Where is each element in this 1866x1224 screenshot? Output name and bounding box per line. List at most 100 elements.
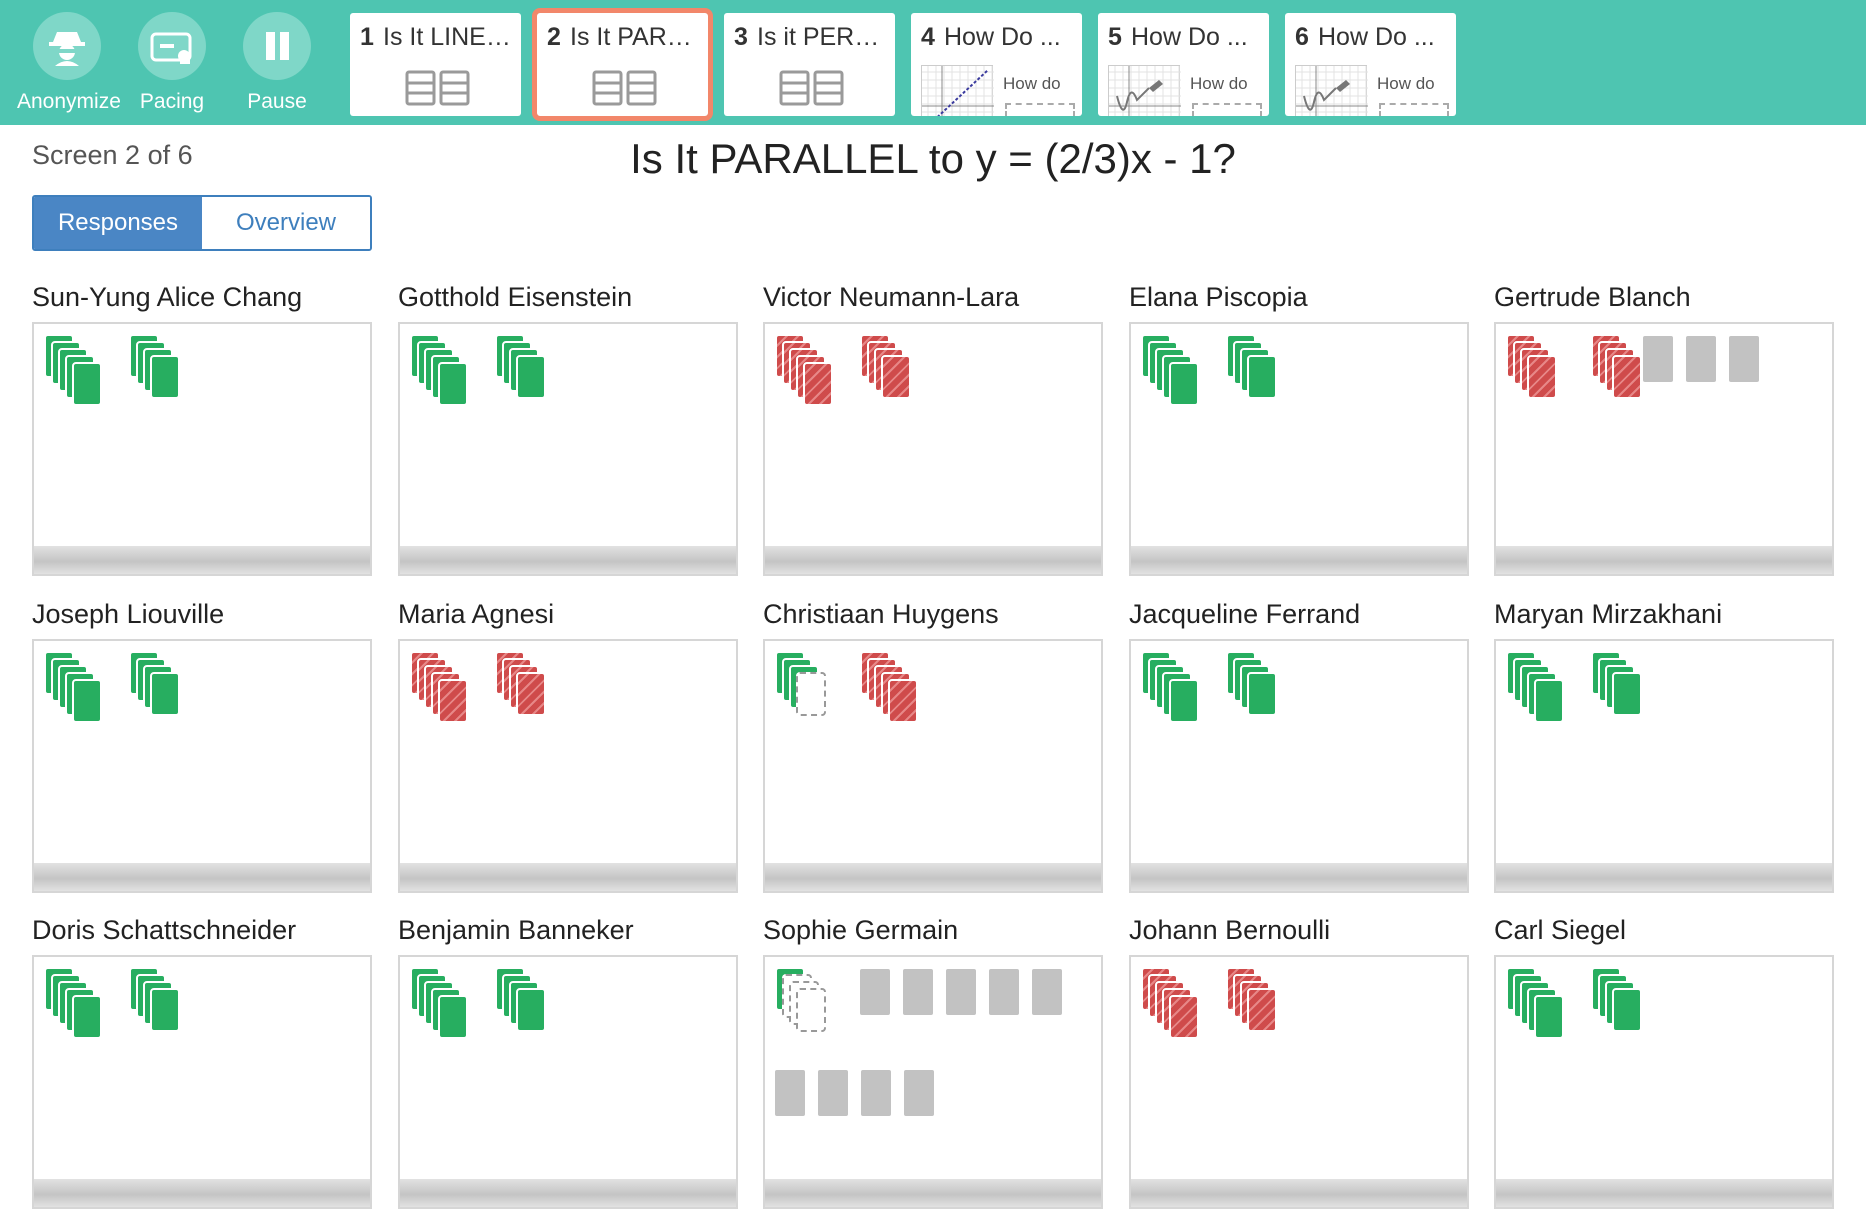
response-card — [1612, 988, 1642, 1032]
student-card[interactable]: Doris Schattschneider — [32, 913, 372, 1209]
empty-response-slot — [1729, 336, 1759, 382]
response-card — [72, 995, 102, 1039]
empty-response-slot — [861, 1070, 891, 1116]
empty-response-slot — [1032, 969, 1062, 1015]
student-name: Carl Siegel — [1494, 915, 1627, 945]
panel-footer-bar — [1496, 1179, 1832, 1207]
panel-footer-bar — [400, 863, 736, 891]
student-response-panel[interactable] — [763, 639, 1103, 893]
student-response-panel[interactable] — [32, 639, 372, 893]
screen-tab-6[interactable]: 6 How Do ... How do — [1285, 13, 1456, 116]
student-card[interactable]: Gotthold Eisenstein — [398, 280, 738, 576]
empty-card-slot — [796, 988, 826, 1032]
panel-footer-bar — [765, 546, 1101, 574]
card-sort-icon — [592, 70, 658, 111]
response-card — [1247, 355, 1277, 399]
response-card — [150, 672, 180, 716]
student-response-panel[interactable] — [32, 322, 372, 576]
student-name: Gertrude Blanch — [1494, 282, 1691, 312]
student-card[interactable]: Gertrude Blanch — [1494, 280, 1834, 576]
student-response-panel[interactable] — [1494, 639, 1834, 893]
panel-footer-bar — [1496, 863, 1832, 891]
empty-response-slot — [903, 969, 933, 1015]
empty-card-slot — [796, 672, 826, 716]
anonymize-label: Anonymize — [17, 90, 121, 113]
empty-response-slot — [1643, 336, 1673, 382]
response-card — [516, 988, 546, 1032]
student-name: Benjamin Banneker — [398, 915, 634, 945]
response-card — [888, 679, 918, 723]
student-response-panel[interactable] — [763, 322, 1103, 576]
panel-footer-bar — [765, 1179, 1101, 1207]
student-name: Christiaan Huygens — [763, 599, 999, 629]
screen-tab-5[interactable]: 5 How Do ... How do — [1098, 13, 1269, 116]
placeholder-frame — [1005, 103, 1075, 116]
student-response-panel[interactable] — [763, 955, 1103, 1209]
pause-button[interactable]: Pause — [227, 12, 327, 114]
anonymize-icon — [33, 12, 101, 80]
student-name: Johann Bernoulli — [1129, 915, 1331, 945]
student-card[interactable]: Maria Agnesi — [398, 597, 738, 893]
student-response-panel[interactable] — [1129, 955, 1469, 1209]
response-card — [72, 362, 102, 406]
screen-tab-4[interactable]: 4 How Do ... How do — [911, 13, 1082, 116]
student-card[interactable]: Elana Piscopia — [1129, 280, 1469, 576]
overview-tab[interactable]: Overview — [202, 197, 370, 249]
student-response-panel[interactable] — [398, 639, 738, 893]
student-response-panel[interactable] — [398, 322, 738, 576]
student-card[interactable]: Maryan Mirzakhani — [1494, 597, 1834, 893]
panel-footer-bar — [34, 863, 370, 891]
response-card — [1612, 672, 1642, 716]
response-card — [1247, 988, 1277, 1032]
placeholder-frame — [1379, 103, 1449, 116]
student-card[interactable]: Carl Siegel — [1494, 913, 1834, 1209]
graph-thumbnail-icon — [921, 65, 994, 116]
student-name: Jacqueline Ferrand — [1129, 599, 1361, 629]
panel-footer-bar — [1496, 546, 1832, 574]
student-response-panel[interactable] — [1129, 322, 1469, 576]
student-name: Victor Neumann-Lara — [763, 282, 1020, 312]
student-response-panel[interactable] — [1494, 322, 1834, 576]
response-card — [516, 672, 546, 716]
student-card[interactable]: Joseph Liouville — [32, 597, 372, 893]
card-sort-icon — [779, 70, 845, 111]
screen-tab-3[interactable]: 3 Is it PERPENDICULAR? — [724, 13, 895, 116]
pause-label: Pause — [247, 90, 307, 113]
response-card — [1169, 362, 1199, 406]
student-response-panel[interactable] — [32, 955, 372, 1209]
student-name: Maryan Mirzakhani — [1494, 599, 1723, 629]
student-name: Elana Piscopia — [1129, 282, 1308, 312]
student-card[interactable]: Benjamin Banneker — [398, 913, 738, 1209]
student-name: Maria Agnesi — [398, 599, 555, 629]
screen-tab-1[interactable]: 1 Is It LINEAR? — [350, 13, 521, 116]
student-card[interactable]: Johann Bernoulli — [1129, 913, 1469, 1209]
response-card — [881, 355, 911, 399]
student-response-panel[interactable] — [1494, 955, 1834, 1209]
student-card[interactable]: Sophie Germain — [763, 913, 1103, 1209]
screen-tab-title: Is It PARALLEL? — [570, 23, 700, 51]
student-name: Sophie Germain — [763, 915, 959, 945]
screen-tab-number: 4 — [921, 23, 935, 51]
student-name: Gotthold Eisenstein — [398, 282, 633, 312]
graph-thumbnail-icon — [1108, 65, 1181, 116]
student-response-panel[interactable] — [1129, 639, 1469, 893]
anonymize-button[interactable]: Anonymize — [17, 12, 121, 114]
response-card — [438, 679, 468, 723]
student-card[interactable]: Victor Neumann-Lara — [763, 280, 1103, 576]
graph-thumbnail-icon — [1295, 65, 1368, 116]
screen-tab-2[interactable]: 2 Is It PARALLEL? — [532, 8, 713, 121]
student-name: Joseph Liouville — [32, 599, 225, 629]
response-card — [1612, 355, 1642, 399]
responses-tab[interactable]: Responses — [34, 197, 202, 249]
student-card[interactable]: Sun-Yung Alice Chang — [32, 280, 372, 576]
student-response-panel[interactable] — [398, 955, 738, 1209]
pacing-icon — [138, 12, 206, 80]
screen-counter: Screen 2 of 6 — [32, 140, 193, 170]
pacing-button[interactable]: Pacing — [122, 12, 222, 114]
panel-footer-bar — [34, 546, 370, 574]
response-card — [1247, 672, 1277, 716]
student-card[interactable]: Christiaan Huygens — [763, 597, 1103, 893]
student-card[interactable]: Jacqueline Ferrand — [1129, 597, 1469, 893]
screen-tab-number: 3 — [734, 23, 748, 51]
screen-tab-title: How Do ... — [944, 23, 1061, 51]
